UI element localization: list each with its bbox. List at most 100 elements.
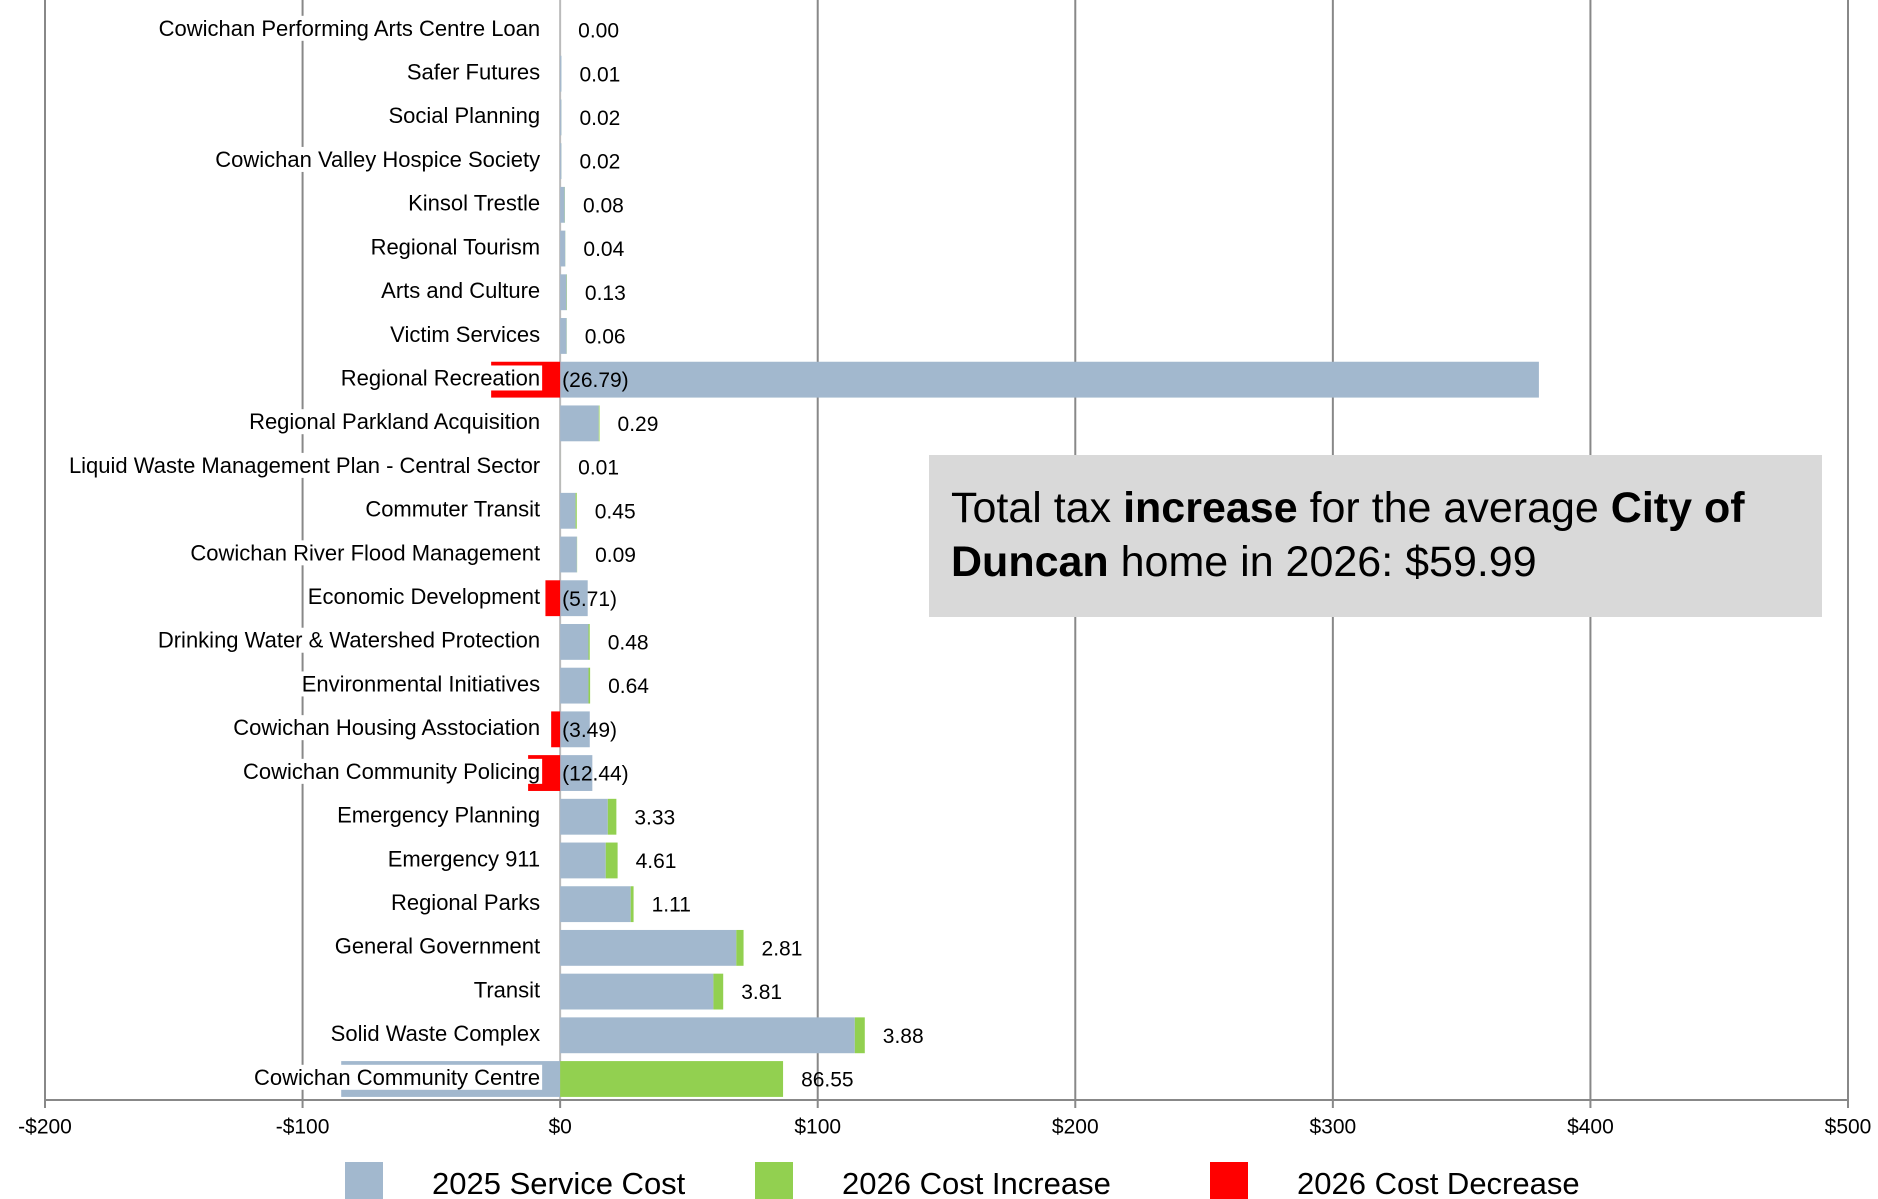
data-label: 3.88: [883, 1025, 924, 1048]
data-label: 1.11: [652, 894, 691, 917]
bar: [560, 798, 608, 835]
bar: [560, 842, 606, 879]
bar: [560, 361, 1539, 398]
annotation: Duncan home in 2026: $59.99: [951, 538, 1537, 586]
annotation-text: increase: [1123, 484, 1298, 532]
category-label-bg: [335, 802, 543, 828]
data-label: 0.04: [583, 238, 624, 261]
category-label: Kinsol Trestle: [408, 191, 540, 216]
data-label: 0.45: [595, 500, 636, 523]
category-label-bg: [241, 758, 543, 784]
annotation-box: [929, 455, 1822, 617]
bar: [560, 886, 631, 923]
category-label-bg: [363, 496, 543, 522]
x-tick-label: $0: [548, 1116, 571, 1139]
bar: [560, 711, 590, 748]
bar: [560, 580, 588, 617]
x-tick-label: -$100: [276, 1116, 330, 1139]
bar: [560, 318, 567, 354]
category-label: Safer Futures: [407, 60, 540, 85]
category-label: Victim Services: [390, 322, 540, 347]
data-label: 0.09: [595, 544, 636, 567]
category-label-bg: [247, 409, 543, 435]
x-tick-label: $100: [794, 1116, 841, 1139]
category-label-bg: [156, 15, 543, 41]
legend-swatch: [1210, 1162, 1248, 1199]
x-tick-label: $300: [1309, 1116, 1356, 1139]
category-label-bg: [299, 671, 543, 697]
category-label: Solid Waste Complex: [331, 1021, 540, 1046]
category-label-bg: [388, 889, 543, 915]
data-label: 0.02: [579, 107, 620, 130]
bar: [560, 755, 593, 791]
data-label: 0.02: [579, 151, 620, 174]
data-label: 0.48: [608, 631, 649, 654]
bar: [588, 623, 590, 660]
legend-swatch: [345, 1162, 383, 1199]
annotation-text: for the average: [1298, 484, 1611, 532]
category-label: Liquid Waste Management Plan - Central S…: [69, 453, 540, 478]
category-label-bg: [252, 1064, 543, 1090]
data-label: 0.01: [578, 457, 619, 480]
category-label: Cowichan Valley Hospice Society: [215, 147, 540, 172]
category-label: Cowichan River Flood Management: [190, 540, 540, 565]
bar: [560, 973, 714, 1010]
data-label: (12.44): [562, 763, 629, 786]
data-label: 86.55: [801, 1069, 854, 1092]
bar: [560, 1017, 855, 1054]
x-tick-label: $400: [1567, 1116, 1614, 1139]
annotation-text: home in 2026: $59.99: [1109, 538, 1537, 586]
category-label: Cowichan Community Centre: [254, 1065, 540, 1090]
category-label: Commuter Transit: [365, 497, 540, 522]
bar: [560, 623, 589, 660]
data-label: 0.01: [579, 63, 620, 86]
bar: [560, 405, 599, 442]
category-label: Transit: [474, 977, 540, 1002]
category-label-bg: [388, 321, 543, 347]
data-label: 2.81: [762, 937, 803, 960]
category-label-bg: [385, 846, 543, 872]
category-label-bg: [213, 146, 543, 172]
x-tick-label: -$200: [18, 1116, 72, 1139]
category-label-bg: [66, 452, 543, 478]
bar: [560, 274, 567, 311]
bar: [588, 667, 591, 704]
data-label: 0.13: [585, 282, 626, 305]
bar: [560, 143, 562, 180]
category-label-bg: [471, 977, 543, 1003]
bar: [630, 886, 634, 923]
annotation: Total tax increase for the average City …: [951, 484, 1745, 532]
category-label: Social Planning: [388, 103, 540, 128]
annotation-text: Duncan: [951, 538, 1109, 586]
data-label: 0.29: [618, 413, 659, 436]
data-label: 3.33: [634, 806, 675, 829]
category-label: Regional Recreation: [341, 365, 540, 390]
data-label: (26.79): [562, 369, 629, 392]
category-label-bg: [155, 627, 543, 653]
bar: [560, 929, 737, 966]
category-label: Drinking Water & Watershed Protection: [158, 628, 540, 653]
category-label-bg: [231, 715, 543, 741]
legend-swatch: [755, 1162, 793, 1199]
category-label: Cowichan Performing Arts Centre Loan: [159, 16, 541, 41]
bar: [605, 842, 618, 879]
category-label-bg: [379, 278, 543, 304]
category-label: General Government: [335, 934, 540, 959]
category-label: Emergency 911: [388, 846, 540, 871]
category-label: Cowichan Housing Asstociation: [233, 715, 540, 740]
category-label: Environmental Initiatives: [302, 671, 540, 696]
category-label-bg: [188, 540, 543, 566]
category-label-bg: [305, 584, 543, 610]
data-label: (5.71): [562, 588, 617, 611]
category-label-bg: [338, 365, 543, 391]
data-label: 0.00: [578, 20, 619, 43]
category-label: Arts and Culture: [381, 278, 540, 303]
legend-label: 2026 Cost Increase: [842, 1166, 1111, 1199]
data-label: 0.64: [608, 675, 649, 698]
bar: [560, 230, 566, 267]
category-label: Regional Parks: [391, 890, 540, 915]
annotation-text: City of: [1611, 484, 1745, 532]
bar: [551, 711, 561, 748]
legend-label: 2026 Cost Decrease: [1297, 1166, 1580, 1199]
